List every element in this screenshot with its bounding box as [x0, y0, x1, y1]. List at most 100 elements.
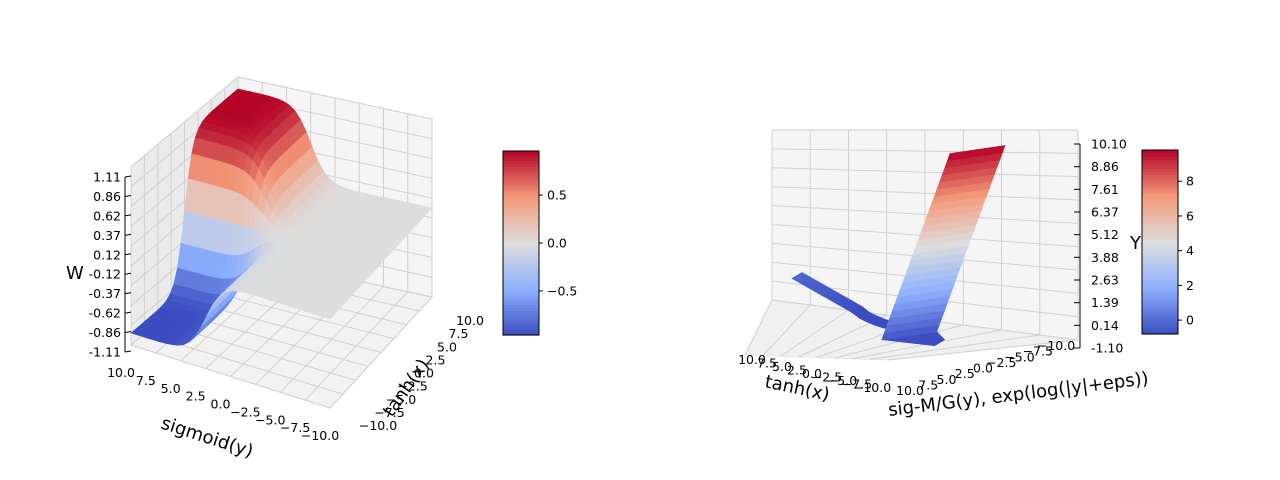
- colorbar-segment: [1142, 327, 1178, 332]
- colorbar-segment: [1142, 281, 1178, 286]
- y-tick-label: −10.0: [359, 418, 397, 433]
- x-tick-label: 5.0: [161, 381, 181, 396]
- colorbar-segment: [1142, 232, 1178, 237]
- colorbar-segment: [503, 319, 539, 324]
- z-tick-label: 0.37: [93, 228, 121, 243]
- grid-line: [887, 339, 1079, 361]
- colorbar-segment: [503, 236, 539, 241]
- x-tick-label: 0.0: [802, 366, 822, 381]
- grid-line: [130, 76, 239, 168]
- x-tick-label: 10.0: [738, 352, 766, 367]
- colorbar-segment: [503, 169, 539, 174]
- colorbar-segment: [503, 197, 539, 201]
- colorbar-segment: [1142, 223, 1178, 228]
- colorbar-segment: [1142, 324, 1178, 329]
- colorbar-segment: [1142, 278, 1178, 283]
- colorbar-segment: [1142, 162, 1178, 166]
- colorbar-segment: [1142, 269, 1178, 274]
- z-tick-label: -1.10: [1091, 341, 1123, 356]
- colorbar-segment: [503, 218, 539, 223]
- z-tick-label: -0.12: [89, 267, 121, 282]
- colorbar-segment: [503, 190, 539, 195]
- colorbar-segment: [1142, 288, 1178, 292]
- colorbar-segment: [503, 282, 539, 287]
- grid-line: [744, 299, 773, 356]
- colorbar-segment: [503, 289, 539, 293]
- colorbar-segment: [1142, 266, 1178, 271]
- colorbar-segment: [503, 184, 539, 189]
- colorbar-segment: [1142, 260, 1178, 265]
- colorbar-tick-label: −0.5: [547, 283, 577, 298]
- colorbar-segment: [1142, 300, 1178, 304]
- colorbar-segment: [1142, 192, 1178, 197]
- colorbar-tick-label: 0.5: [547, 188, 567, 203]
- colorbar-segment: [503, 163, 539, 167]
- colorbar-segment: [1142, 330, 1178, 335]
- colorbar-segment: [503, 322, 539, 327]
- z-tick: [124, 233, 132, 236]
- colorbar-segment: [503, 221, 539, 226]
- z-tick-label: 0.12: [93, 247, 121, 262]
- y-tick-label: 0.0: [414, 366, 434, 381]
- x-tick-label: −7.5: [280, 420, 310, 435]
- colorbar-segment: [503, 295, 539, 299]
- colorbar-segment: [1142, 306, 1178, 311]
- grid-line: [780, 309, 849, 357]
- colorbar-segment: [1142, 263, 1178, 268]
- colorbar-segment: [503, 224, 539, 229]
- x-axis-label: sigmoid(y): [158, 413, 255, 462]
- colorbar-segment: [503, 331, 539, 336]
- colorbar-segment: [1142, 189, 1178, 194]
- colorbar-segment: [503, 233, 539, 238]
- colorbar-segment: [1142, 165, 1178, 169]
- colorbar-segment: [1142, 251, 1178, 255]
- grid-line: [762, 304, 811, 356]
- colorbar-segment: [1142, 150, 1178, 154]
- colorbar-segment: [503, 209, 539, 213]
- colorbar-segment: [1142, 229, 1178, 234]
- left-3d-surface-chart: 1.11 0.86 0.62 0.37 0.12 -0.12 -0.37 -0.62 -0.86…: [66, 75, 577, 462]
- colorbar-segment: [503, 264, 539, 269]
- colorbar-segment: [1142, 159, 1178, 163]
- grid-line: [237, 76, 433, 120]
- colorbar-segment: [503, 157, 539, 161]
- colorbar-segment: [1142, 186, 1178, 191]
- colorbar-segment: [1142, 242, 1178, 246]
- colorbar-segment: [1142, 315, 1178, 320]
- surface-facet: [323, 313, 334, 320]
- colorbar-tick-label: 4: [1186, 243, 1194, 258]
- colorbar-segment: [503, 175, 539, 180]
- z-tick: [124, 311, 132, 314]
- colorbar-segment: [503, 246, 539, 250]
- y-tick-label: −7.5: [1023, 344, 1053, 359]
- colorbar-segment: [503, 252, 539, 256]
- colorbar-segment: [1142, 208, 1178, 212]
- colorbar-segment: [1142, 180, 1178, 185]
- colorbar-segment: [503, 206, 539, 210]
- z-tick-label: 8.86: [1091, 159, 1119, 174]
- colorbar-segment: [503, 304, 539, 308]
- colorbar-tick-label: 8: [1186, 174, 1194, 189]
- grid-line: [279, 286, 384, 393]
- colorbar-segment: [1142, 153, 1178, 157]
- colorbar-segment: [1142, 272, 1178, 277]
- z-tick: [124, 214, 132, 217]
- colorbar-segment: [503, 313, 539, 318]
- colorbar-segment: [503, 181, 539, 186]
- colorbar-segment: [503, 328, 539, 333]
- y-tick-label: −7.5: [374, 405, 404, 420]
- y-tick-label: 2.5: [426, 352, 446, 367]
- colorbar-segment: [503, 270, 539, 275]
- colorbar-segment: [503, 261, 539, 266]
- y-tick-label: 10.0: [896, 383, 924, 398]
- colorbar-segment: [1142, 202, 1178, 206]
- y-tick-label: 7.5: [918, 377, 938, 392]
- colorbar-segment: [1142, 291, 1178, 295]
- colorbar-segment: [1142, 297, 1178, 301]
- x-tick-label: −5.0: [827, 373, 857, 388]
- z-tick-label: -1.11: [89, 345, 121, 360]
- y-tick-label: 10.0: [456, 313, 484, 328]
- z-tick-label: -0.37: [89, 286, 121, 301]
- z-tick-label: -0.86: [89, 325, 121, 340]
